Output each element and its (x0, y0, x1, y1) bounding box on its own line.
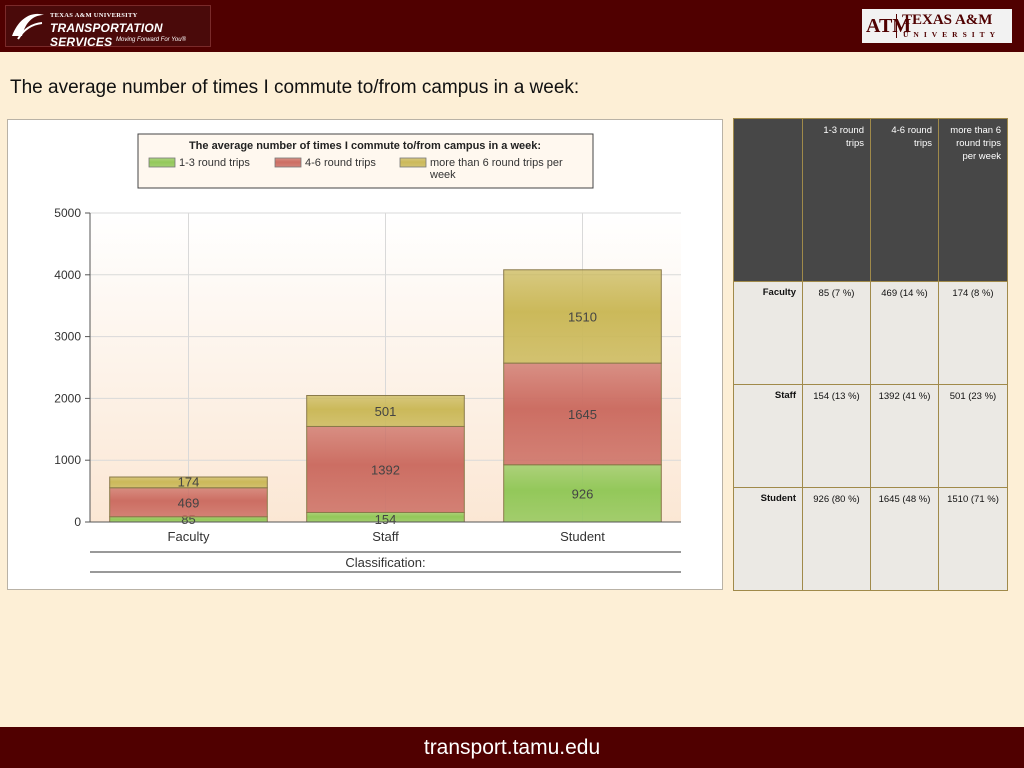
page-title: The average number of times I commute to… (10, 77, 580, 98)
table-row: Faculty 85 (7 %) 469 (14 %) 174 (8 %) (733, 281, 1008, 385)
y-tick-label: 3000 (54, 330, 81, 344)
table-header-cell: 1-3 round trips (802, 118, 871, 282)
data-table: 1-3 round trips 4-6 round trips more tha… (733, 118, 1008, 591)
bar-segment[interactable] (109, 487, 268, 518)
data-label: 1645 (568, 407, 597, 422)
logo-department-text: TRANSPORTATION SERVICES (50, 21, 163, 49)
table-row-label: Student (733, 487, 803, 591)
logo-name: TEXAS A&M (902, 12, 993, 28)
bar-segment[interactable] (306, 394, 465, 427)
y-tick-label: 0 (74, 515, 81, 529)
data-label: 154 (375, 512, 397, 527)
table-cell: 174 (8 %) (938, 281, 1008, 385)
legend-box (137, 133, 594, 189)
table-header-cell: 4-6 round trips (870, 118, 939, 282)
header-bar: TEXAS A&M UNIVERSITY TRANSPORTATION SERV… (0, 0, 1024, 52)
x-tick-label: Student (560, 529, 605, 544)
legend-swatch (399, 157, 427, 168)
x-tick-label: Staff (372, 529, 399, 544)
table-cell: 469 (14 %) (870, 281, 939, 385)
table-header-row: 1-3 round trips 4-6 round trips more tha… (733, 118, 1008, 282)
bar-segment[interactable] (306, 425, 465, 513)
chart-title: The average number of times I commute to… (189, 140, 541, 152)
bar-segment[interactable] (109, 476, 268, 489)
table-cell: 154 (13 %) (802, 384, 871, 488)
legend-label: 1-3 round trips (179, 157, 250, 169)
table-row-label: Faculty (733, 281, 803, 385)
texas-am-logo[interactable]: ATM TEXAS A&M UNIVERSITY (862, 9, 1012, 43)
legend-label: more than 6 round trips per week (429, 157, 563, 181)
table-row-label: Staff (733, 384, 803, 488)
stacked-bar-chart: 01000200030004000500085469174Faculty1541… (54, 133, 681, 573)
legend-swatch (148, 157, 176, 168)
table-cell: 1510 (71 %) (938, 487, 1008, 591)
atm-mark-icon: ATM (866, 15, 912, 37)
table-cell: 926 (80 %) (802, 487, 871, 591)
logo-university-text: TEXAS A&M UNIVERSITY (50, 12, 138, 19)
x-tick-label: Faculty (168, 529, 210, 544)
footer-bar: transport.tamu.edu (0, 727, 1024, 768)
y-tick-label: 2000 (54, 391, 81, 405)
table-cell: 501 (23 %) (938, 384, 1008, 488)
data-label: 1392 (371, 462, 400, 477)
x-axis-title: Classification: (345, 555, 425, 570)
logo-divider (896, 14, 897, 38)
transportation-services-logo[interactable]: TEXAS A&M UNIVERSITY TRANSPORTATION SERV… (5, 5, 211, 49)
table-row: Student 926 (80 %) 1645 (48 %) 1510 (71 … (733, 487, 1008, 591)
y-tick-label: 5000 (54, 206, 81, 220)
atm-swoosh-icon (12, 13, 44, 40)
data-label: 1510 (568, 309, 597, 324)
table-cell: 1645 (48 %) (870, 487, 939, 591)
legend-label: 4-6 round trips (305, 157, 376, 169)
table-corner-cell (733, 118, 803, 282)
logo-tagline: Moving Forward For You® (116, 37, 187, 43)
table-row: Staff 154 (13 %) 1392 (41 %) 501 (23 %) (733, 384, 1008, 488)
data-label: 469 (178, 495, 200, 510)
logo-subtitle: UNIVERSITY (903, 30, 1001, 39)
data-label: 926 (572, 486, 594, 501)
bar-segment[interactable] (503, 269, 662, 364)
y-tick-label: 1000 (54, 453, 81, 467)
y-tick-label: 4000 (54, 268, 81, 282)
data-label: 174 (178, 474, 200, 489)
legend-swatch (274, 157, 302, 168)
table-cell: 1392 (41 %) (870, 384, 939, 488)
table-header-cell: more than 6 round trips per week (938, 118, 1008, 282)
table-cell: 85 (7 %) (802, 281, 871, 385)
data-label: 501 (375, 404, 397, 419)
chart-panel: 0 1000 2000 3000 4000 5000 85 469 174 Faculty 154 1… (7, 119, 723, 590)
footer-url-link[interactable]: transport.tamu.edu (423, 736, 601, 759)
